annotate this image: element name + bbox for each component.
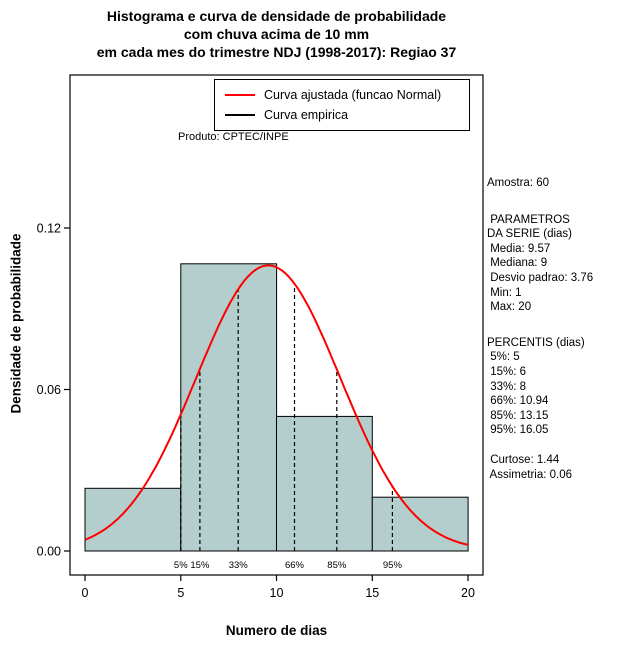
empirical-curve-line-sample	[225, 114, 255, 116]
stats-panel: Amostra: 60 PARAMETROS DA SERIE (dias) M…	[487, 176, 639, 482]
stat-p5: 5%: 5	[487, 351, 520, 364]
stat-max: Max: 20	[487, 301, 532, 314]
histogram-bar	[276, 415, 373, 552]
stat-curtose: Curtose: 1.44	[487, 453, 560, 466]
x-tick-label: 15	[365, 586, 379, 600]
percentile-label: 5%	[174, 560, 188, 571]
stat-p66: 66%: 10.94	[487, 395, 549, 408]
fitted-curve-line-sample	[225, 94, 255, 96]
stat-p33: 33%: 8	[487, 380, 526, 393]
stat-param-header2: DA SERIE (dias)	[487, 228, 572, 241]
x-tick-label: 5	[177, 586, 184, 600]
percentile-label: 15%	[190, 560, 210, 571]
legend-row-fitted: Curva ajustada (funcao Normal)	[225, 85, 465, 105]
y-tick-label: 0.06	[37, 383, 61, 397]
legend-box: Curva ajustada (funcao Normal) Curva emp…	[214, 79, 470, 131]
stat-media: Media: 9.57	[487, 242, 551, 255]
chart-title-line1: Histograma e curva de densidade de proba…	[106, 8, 447, 24]
x-tick-label: 10	[270, 586, 284, 600]
histogram-bar	[371, 496, 469, 552]
x-axis-label: Numero de dias	[225, 623, 328, 638]
stat-p15: 15%: 6	[487, 365, 526, 378]
percentile-label: 66%	[285, 560, 305, 571]
percentile-label: 85%	[327, 560, 347, 571]
stat-min: Min: 1	[487, 286, 522, 299]
legend-fitted-label: Curva ajustada (funcao Normal)	[264, 88, 442, 102]
percentile-label: 95%	[383, 560, 403, 571]
chart-title-line3: em cada mes do trimestre NDJ (1998-2017)…	[96, 44, 457, 60]
chart-title-line2: com chuva acima de 10 mm	[183, 26, 370, 42]
stat-p85: 85%: 13.15	[487, 409, 549, 422]
legend-row-empirical: Curva empirica	[225, 105, 465, 125]
y-tick-label: 0.12	[37, 222, 61, 236]
histogram-bar	[180, 263, 278, 552]
x-tick-label: 20	[461, 586, 475, 600]
stat-param-header1: PARAMETROS	[487, 213, 570, 226]
stat-assimetria: Assimetria: 0.06	[487, 468, 573, 481]
legend-empirical-label: Curva empirica	[264, 108, 349, 122]
y-axis-label: Densidade de probabilidade	[8, 233, 24, 414]
stat-mediana: Mediana: 9	[487, 257, 548, 270]
histogram-bar	[84, 487, 182, 552]
product-label: Produto: CPTEC/INPE	[178, 131, 289, 143]
y-tick-label: 0.00	[37, 545, 61, 559]
x-tick-label: 0	[82, 586, 89, 600]
stat-amostra: Amostra: 60	[487, 177, 549, 189]
stat-p95: 95%: 16.05	[487, 424, 549, 437]
stat-percentis-header: PERCENTIS (dias)	[487, 336, 585, 349]
percentile-label: 33%	[229, 560, 249, 571]
stat-desvio: Desvio padrao: 3.76	[487, 271, 594, 284]
fitted-density-curve	[84, 264, 469, 546]
chart-title: Histograma e curva de densidade de proba…	[0, 7, 553, 61]
